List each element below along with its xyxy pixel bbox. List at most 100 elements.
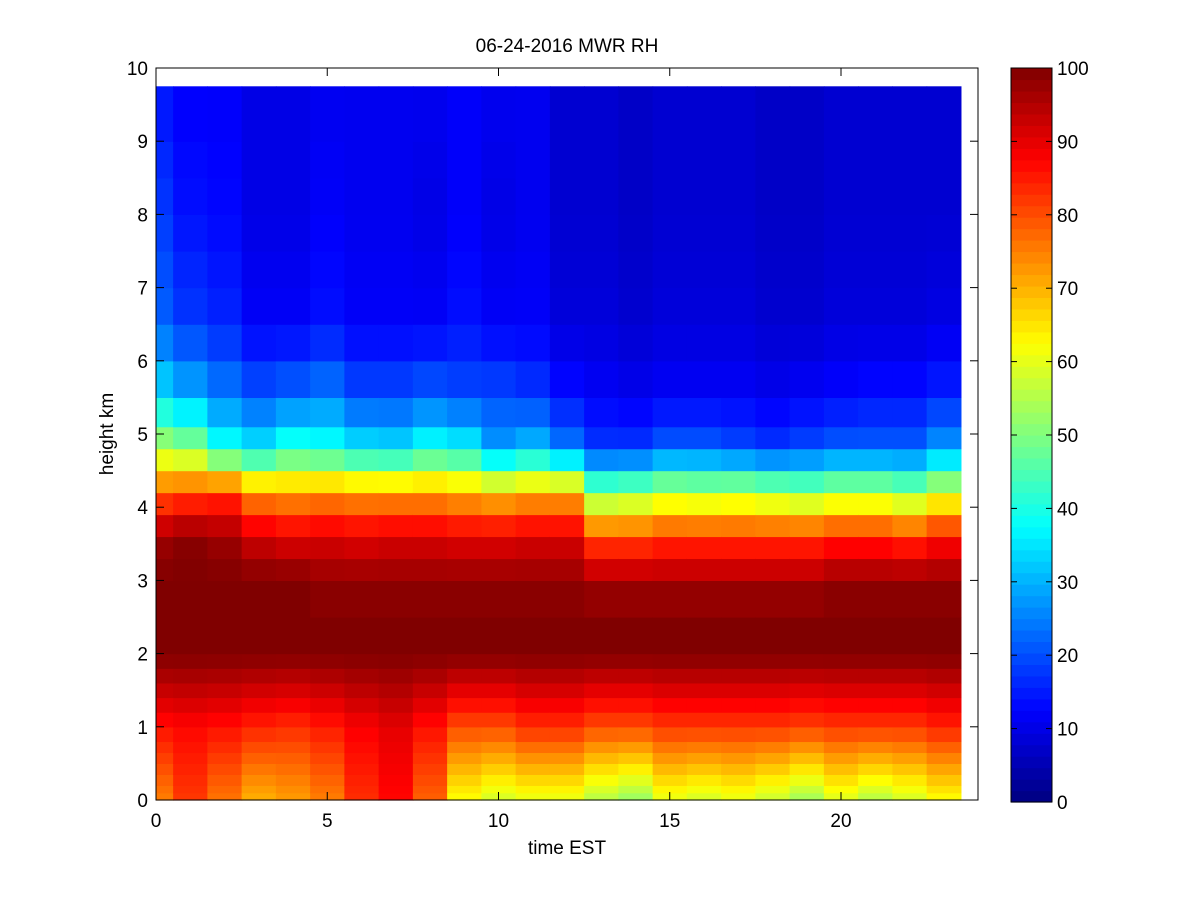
heatmap-cell xyxy=(618,470,654,494)
heatmap-cell xyxy=(207,712,243,728)
heatmap-cell xyxy=(156,558,174,581)
heatmap-cell xyxy=(926,536,962,560)
heatmap-cell xyxy=(344,580,380,618)
heatmap-cell xyxy=(618,752,654,764)
heatmap-cell xyxy=(618,792,654,801)
heatmap-cell xyxy=(173,514,208,538)
heatmap-cell xyxy=(823,141,859,179)
heatmap-cell xyxy=(447,324,482,362)
heatmap-cell xyxy=(515,287,551,325)
heatmap-cell xyxy=(344,514,380,538)
heatmap-cell xyxy=(789,668,825,684)
heatmap-cell xyxy=(789,682,825,699)
heatmap-cell xyxy=(481,514,517,538)
heatmap-cell xyxy=(275,251,311,289)
heatmap-cell xyxy=(789,492,825,516)
heatmap-cell xyxy=(412,785,448,794)
heatmap-cell xyxy=(652,514,688,538)
heatmap-cell xyxy=(275,426,311,450)
heatmap-cell xyxy=(207,426,243,450)
heatmap-cell xyxy=(310,492,345,516)
heatmap-cell xyxy=(156,492,174,516)
heatmap-cell xyxy=(275,214,311,252)
heatmap-cell xyxy=(755,697,791,713)
heatmap-cell xyxy=(618,653,654,669)
colorbar-segment xyxy=(1011,607,1052,620)
heatmap-cell xyxy=(412,514,448,538)
colorbar-segment xyxy=(1011,572,1052,585)
heatmap-cell xyxy=(618,251,654,289)
colorbar-tick-label: 20 xyxy=(1057,646,1078,667)
heatmap-cell xyxy=(173,763,208,775)
heatmap-cell xyxy=(275,324,311,362)
heatmap-cell xyxy=(549,251,585,289)
heatmap-cell xyxy=(823,653,859,669)
y-tick-label: 0 xyxy=(137,791,148,812)
heatmap-cell xyxy=(789,251,825,289)
colorbar-segment xyxy=(1011,79,1052,92)
heatmap-cell xyxy=(721,287,756,325)
heatmap-cell xyxy=(686,426,722,450)
heatmap-cell xyxy=(652,360,688,398)
heatmap-cell xyxy=(173,251,208,289)
heatmap-cell xyxy=(241,763,277,775)
heatmap-cell xyxy=(652,214,688,252)
heatmap-cell xyxy=(481,712,517,728)
y-tick-label: 5 xyxy=(137,425,148,446)
heatmap-cell xyxy=(412,774,448,786)
heatmap-cell xyxy=(310,86,345,142)
heatmap-cell xyxy=(275,785,311,794)
heatmap-cell xyxy=(275,792,311,801)
heatmap-cell xyxy=(156,752,174,764)
heatmap-cell xyxy=(241,177,277,215)
heatmap-cell xyxy=(156,653,174,669)
heatmap-cell xyxy=(207,177,243,215)
heatmap-cell xyxy=(892,141,928,179)
heatmap-cell xyxy=(173,580,208,618)
heatmap-cell xyxy=(823,763,859,775)
colorbar-segment xyxy=(1011,285,1052,298)
heatmap-cell xyxy=(926,397,962,428)
heatmap-cell xyxy=(378,774,414,786)
heatmap-cell xyxy=(892,360,928,398)
heatmap-cell xyxy=(207,324,243,362)
x-tick-label: 20 xyxy=(830,811,851,832)
heatmap-cell xyxy=(789,360,825,398)
heatmap-cell xyxy=(584,514,619,538)
heatmap-cell xyxy=(618,536,654,560)
heatmap-cell xyxy=(156,668,174,684)
heatmap-cell xyxy=(789,653,825,669)
heatmap-cell xyxy=(926,470,962,494)
heatmap-cell xyxy=(858,287,893,325)
heatmap-cell xyxy=(275,470,311,494)
heatmap-cell xyxy=(549,177,585,215)
heatmap-cell xyxy=(275,763,311,775)
heatmap-cell xyxy=(755,251,791,289)
heatmap-cell xyxy=(275,177,311,215)
heatmap-cell xyxy=(892,448,928,472)
heatmap-cell xyxy=(755,580,791,618)
heatmap-cell xyxy=(755,287,791,325)
heatmap-cell xyxy=(858,141,893,179)
heatmap-cell xyxy=(926,426,962,450)
heatmap-cell xyxy=(858,558,893,581)
colorbar-segment xyxy=(1011,240,1052,253)
heatmap-cell xyxy=(447,470,482,494)
heatmap-cell xyxy=(789,470,825,494)
heatmap-cell xyxy=(515,792,551,801)
heatmap-cell xyxy=(686,580,722,618)
heatmap-cell xyxy=(823,752,859,764)
heatmap-cell xyxy=(618,558,654,581)
heatmap-cell xyxy=(789,774,825,786)
heatmap-cell xyxy=(892,558,928,581)
heatmap-cell xyxy=(447,214,482,252)
heatmap-cell xyxy=(481,470,517,494)
heatmap-cell xyxy=(310,726,345,743)
heatmap-cell xyxy=(618,397,654,428)
heatmap-cell xyxy=(789,712,825,728)
heatmap-cell xyxy=(652,774,688,786)
heatmap-cell xyxy=(618,324,654,362)
heatmap-cell xyxy=(755,558,791,581)
heatmap-cell xyxy=(618,682,654,699)
